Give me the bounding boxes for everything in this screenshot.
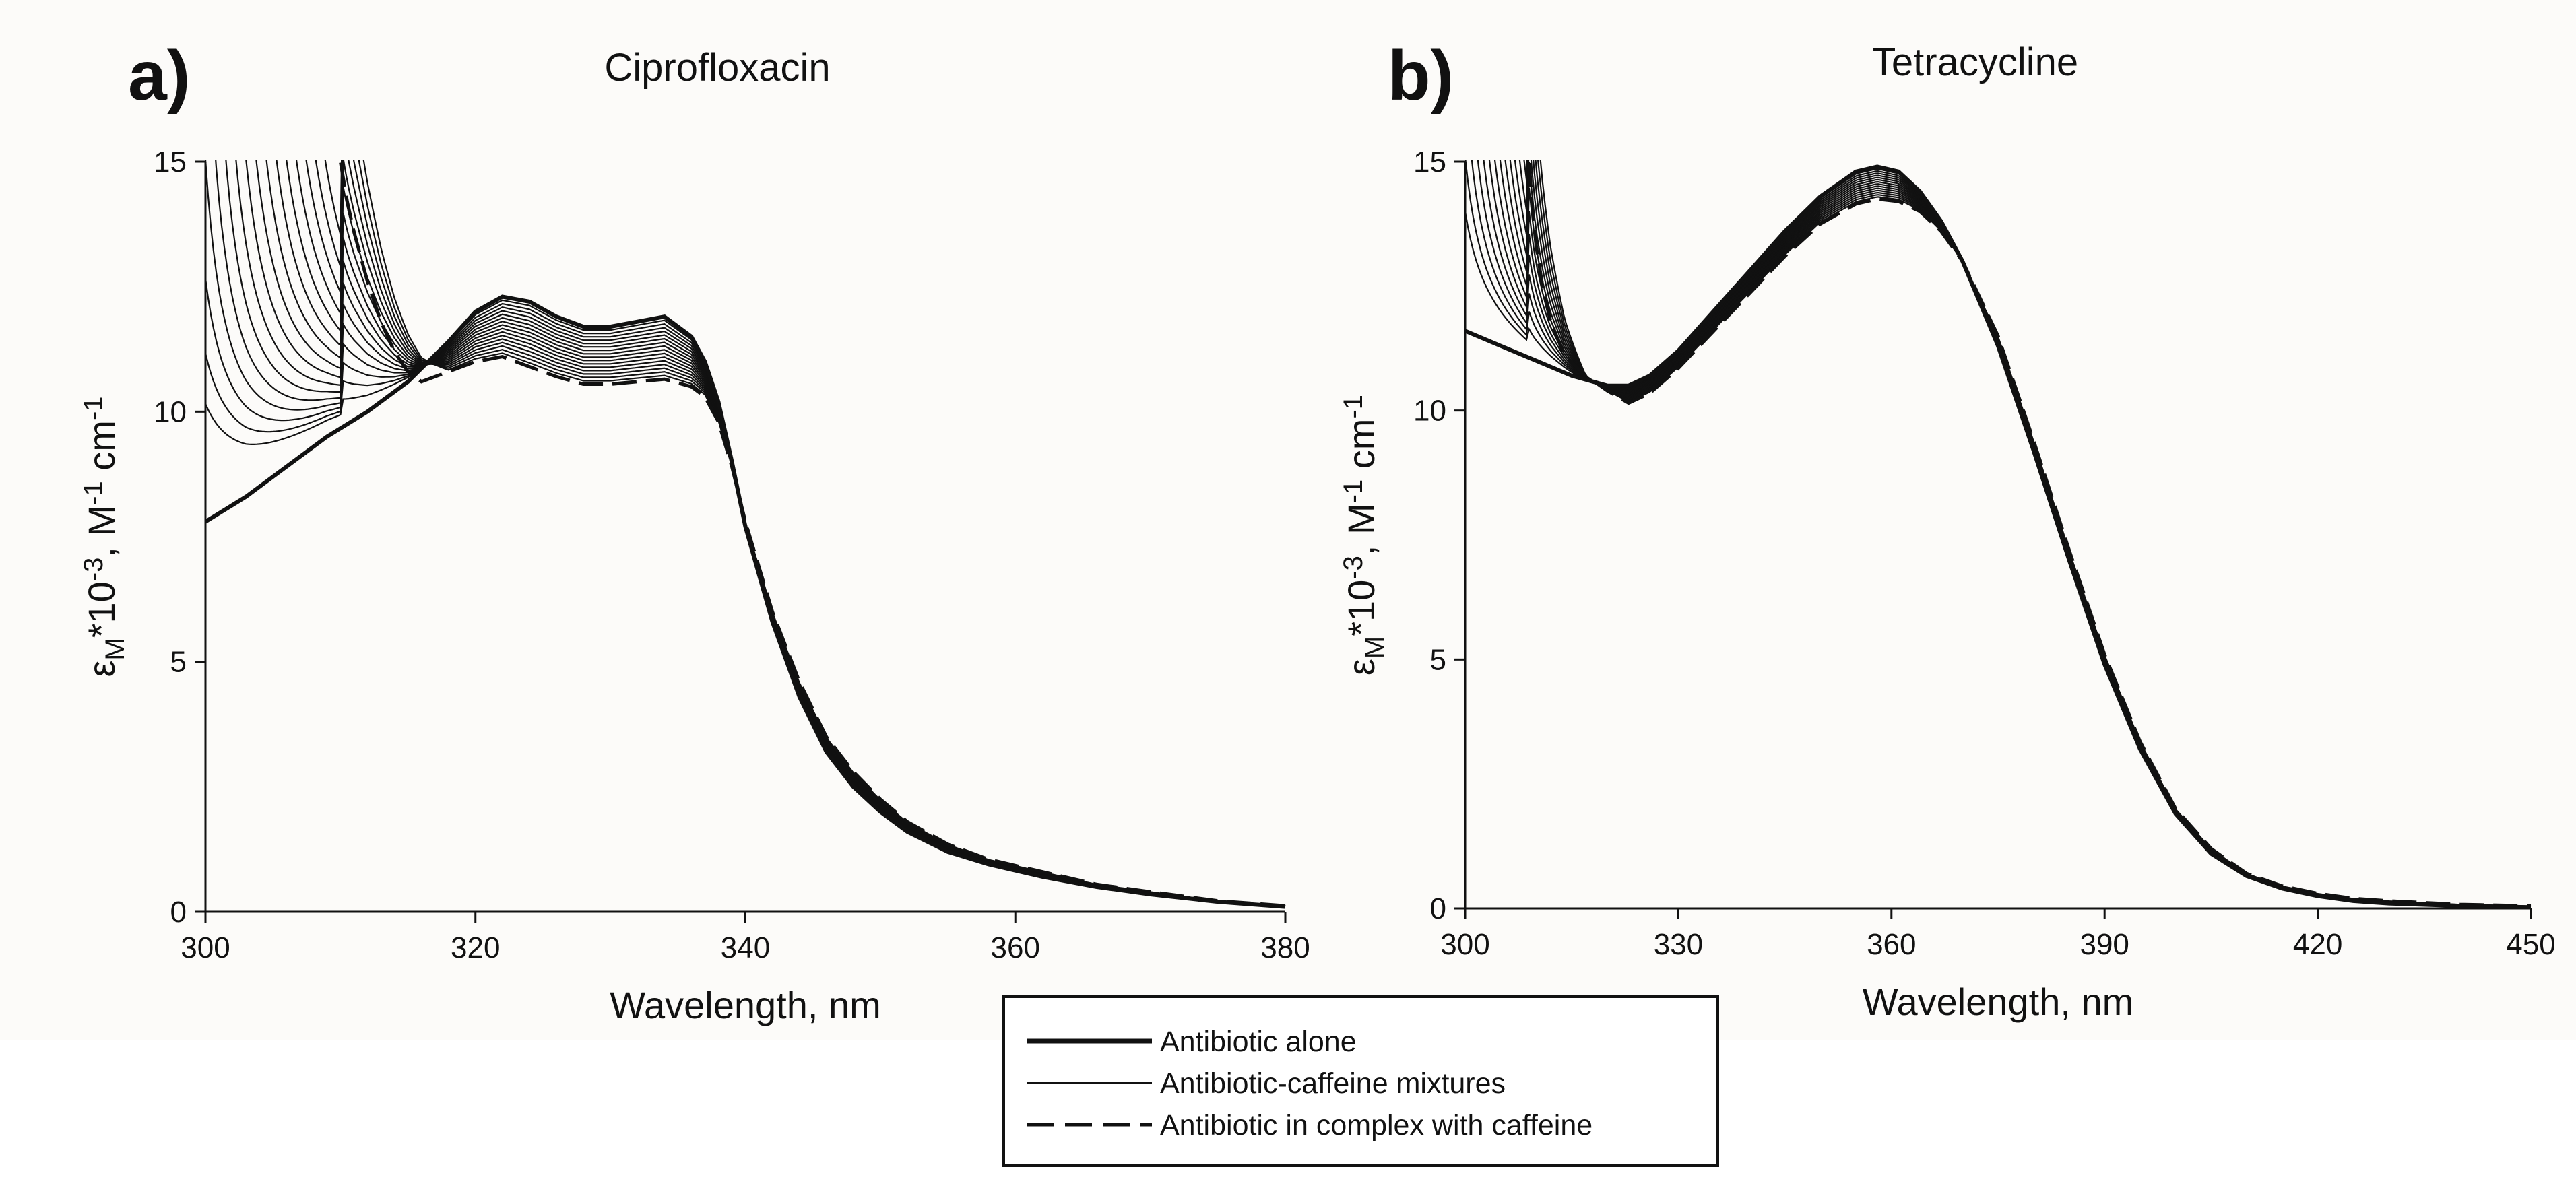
y-axis-title-part: -1 [1339, 479, 1368, 504]
x-tick-label: 380 [1260, 931, 1310, 964]
x-tick-label: 300 [1440, 928, 1489, 961]
series-antibiotic-alone [205, 294, 1286, 909]
chart-title: Ciprofloxacin [604, 46, 830, 90]
x-tick-label: 450 [2506, 928, 2555, 961]
chart-title: Tetracycline [1872, 40, 2078, 84]
y-axis-title-part: cm [1340, 419, 1382, 479]
curves [1465, 160, 2532, 908]
legend-label-mixtures: Antibiotic-caffeine mixtures [1160, 1067, 1506, 1100]
y-axis-title-part: -3 [1339, 556, 1368, 580]
figure-background [0, 0, 2576, 1040]
x-tick-label: 360 [1867, 928, 1916, 961]
x-tick-label: 320 [451, 931, 500, 964]
y-axis-title-part: M [100, 638, 130, 660]
x-tick-label: 330 [1654, 928, 1703, 961]
panel-label: a) [128, 37, 190, 115]
y-axis-title-part: *10 [1340, 580, 1382, 636]
y-tick-label: 10 [1413, 395, 1446, 428]
legend-label-complex: Antibiotic in complex with caffeine [1160, 1109, 1592, 1141]
legend: Antibiotic alone Antibiotic-caffeine mix… [1002, 995, 1719, 1167]
y-axis-title: εM*10-3, M-1 cm-1 [1339, 395, 1390, 675]
y-tick-label: 15 [1413, 145, 1446, 178]
y-tick-label: 0 [1430, 892, 1446, 925]
y-axis-title-part: -1 [79, 396, 108, 420]
legend-box [1002, 995, 1719, 1167]
y-axis-title-part: ε [80, 661, 123, 677]
y-axis-title-part: *10 [80, 581, 123, 638]
x-tick-label: 390 [2080, 928, 2129, 961]
y-tick-label: 5 [170, 646, 187, 679]
curves [205, 160, 1286, 909]
y-axis-title-part: , M [1340, 503, 1382, 556]
panel-a: a) Ciprofloxacin 300 320 340 360 380 0 5 10 15 Wave… [79, 37, 1310, 1026]
y-axis-title-part: -1 [79, 481, 108, 505]
y-axis-title: εM*10-3, M-1 cm-1 [79, 396, 130, 677]
series-antibiotic-alone [1465, 164, 2532, 908]
panel-b: b) Tetracycline 300 330 360 390 420 450 0 5 10 15 Wa… [1339, 37, 2556, 1023]
y-tick-label: 5 [1430, 643, 1446, 676]
y-tick-label: 15 [154, 145, 187, 178]
panel-label: b) [1388, 37, 1454, 115]
y-axis-title-part: -3 [79, 558, 108, 582]
y-axis-title-part: M [1360, 636, 1390, 659]
y-axis-title-part: -1 [1339, 395, 1368, 419]
x-tick-label: 340 [721, 931, 770, 964]
series-complex [1527, 160, 2532, 908]
legend-label-antibiotic-alone: Antibiotic alone [1160, 1026, 1357, 1058]
y-tick-label: 10 [154, 395, 187, 428]
series-complex [338, 160, 1286, 908]
x-tick-label: 300 [181, 931, 230, 964]
x-axis-title: Wavelength, nm [610, 984, 881, 1026]
x-tick-label: 360 [991, 931, 1040, 964]
y-axis-title-part: cm [80, 420, 123, 481]
x-axis-title: Wavelength, nm [1863, 980, 2134, 1023]
x-tick-label: 420 [2293, 928, 2342, 961]
y-axis-title-part: , M [80, 505, 123, 558]
y-tick-label: 0 [170, 896, 187, 929]
y-axis-title-part: ε [1340, 659, 1382, 675]
